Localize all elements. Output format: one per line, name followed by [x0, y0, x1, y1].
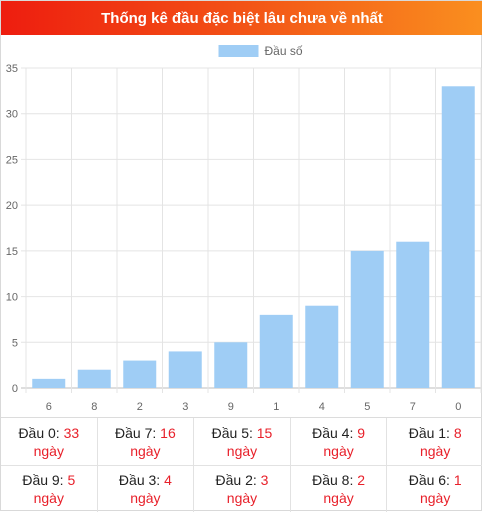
stats-label: Đầu 3:: [118, 472, 161, 488]
x-tick-label: 5: [364, 401, 370, 413]
stats-cell: Đầu 0: 33 ngày: [1, 418, 97, 465]
stats-cell: Đầu 4: 9 ngày: [289, 418, 387, 465]
x-tick-label: 3: [182, 401, 188, 413]
legend-label: Đầu số: [265, 44, 303, 58]
stats-cell: Đầu 9: 5 ngày: [1, 466, 97, 512]
stats-cell: Đầu 2: 3 ngày: [193, 466, 290, 512]
y-tick-label: 0: [12, 383, 18, 395]
page-title: Thống kê đầu đặc biệt lâu chưa về nhất: [101, 9, 383, 27]
stats-value: 1: [453, 472, 462, 488]
x-tick-label: 2: [137, 401, 143, 413]
y-tick-label: 25: [6, 154, 18, 166]
stats-cell: Đầu 1: 8 ngày: [386, 418, 482, 465]
stats-unit: ngày: [419, 490, 451, 506]
stats-value: 9: [357, 424, 366, 441]
y-tick-label: 30: [6, 109, 18, 121]
stats-label: Đầu 9:: [22, 472, 64, 488]
bar: [396, 241, 430, 388]
stats-label: Đầu 2:: [215, 472, 257, 488]
x-tick-label: 7: [410, 401, 416, 413]
stats-unit: ngày: [130, 442, 161, 459]
x-tick-label: 8: [91, 401, 97, 413]
bar: [305, 305, 339, 388]
stats-unit: ngày: [226, 490, 258, 506]
bar: [32, 378, 66, 388]
stats-label: Đầu 4:: [312, 424, 354, 441]
stats-label: Đầu 7:: [115, 424, 157, 441]
stats-value: 15: [256, 424, 273, 441]
stats-label: Đầu 1:: [408, 424, 450, 441]
stats-unit: ngày: [33, 490, 64, 506]
x-tick-label: 0: [455, 401, 461, 413]
legend-swatch: [218, 45, 259, 57]
stats-label: Đầu 6:: [408, 472, 450, 488]
stats-cell: Đầu 3: 4 ngày: [96, 466, 194, 512]
y-tick-label: 35: [6, 63, 18, 75]
bar-chart: 0 5 10 15 20 25 30 35 6 8 2 3 9 1 4 5 7 0 Đầu số: [6, 44, 482, 413]
stats-label: Đầu 5:: [211, 424, 253, 441]
y-tick-label: 15: [6, 246, 18, 258]
bar: [259, 314, 293, 388]
stats-unit: ngày: [130, 490, 161, 506]
stats-table: Đầu 0: 33 ngày Đầu 7: 16 ngày Đầu 5: 15 …: [1, 417, 482, 512]
bar: [441, 86, 475, 389]
x-tick-label: 1: [273, 401, 279, 413]
stats-cell: Đầu 5: 15 ngày: [193, 418, 290, 465]
stats-unit: ngày: [419, 442, 451, 459]
stats-value: 3: [260, 472, 269, 488]
bar: [350, 250, 384, 388]
bar: [123, 360, 157, 388]
stats-unit: ngày: [33, 442, 64, 459]
stats-cell: Đầu 7: 16 ngày: [96, 418, 194, 465]
stats-cell: Đầu 8: 2 ngày: [289, 466, 387, 512]
stats-value: 16: [160, 424, 176, 441]
bar: [77, 369, 111, 388]
stats-value: 4: [164, 472, 172, 488]
stats-cell: Đầu 6: 1 ngày: [386, 466, 482, 512]
x-tick-label: 4: [319, 401, 325, 413]
stats-unit: ngày: [323, 490, 354, 506]
stats-row: Đầu 9: 5 ngày Đầu 3: 4 ngày Đầu 2: 3 ngà…: [1, 465, 482, 512]
y-tick-label: 20: [6, 200, 18, 212]
x-tick-label: 6: [46, 401, 52, 413]
stats-unit: ngày: [226, 442, 258, 459]
bar: [168, 351, 202, 388]
stats-row: Đầu 0: 33 ngày Đầu 7: 16 ngày Đầu 5: 15 …: [1, 418, 482, 465]
chart-header: Thống kê đầu đặc biệt lâu chưa về nhất: [1, 1, 482, 35]
stats-label: Đầu 8:: [312, 472, 354, 488]
y-tick-label: 5: [12, 337, 18, 349]
y-tick-label: 10: [6, 292, 18, 304]
stats-value: 2: [357, 472, 366, 488]
stats-value: 8: [453, 424, 462, 441]
stats-value: 33: [63, 424, 80, 441]
stats-label: Đầu 0:: [18, 424, 60, 441]
bar: [214, 342, 248, 388]
x-tick-label: 9: [228, 401, 234, 413]
stats-unit: ngày: [323, 442, 354, 459]
stats-value: 5: [67, 472, 76, 488]
